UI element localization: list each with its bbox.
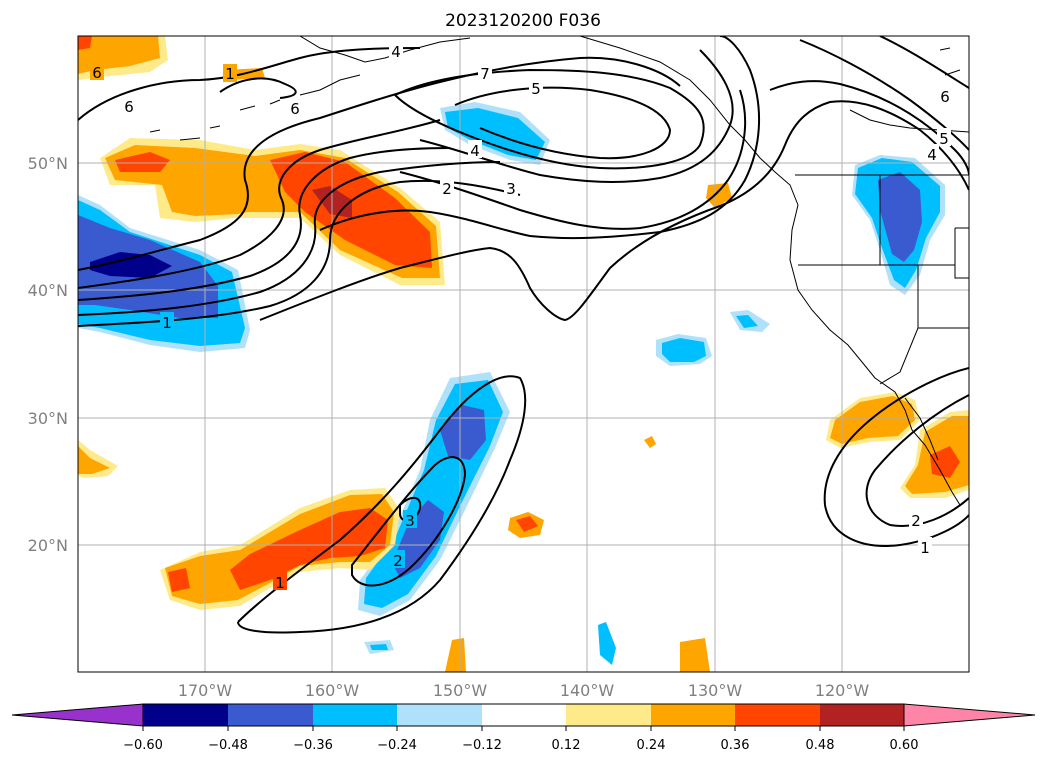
colorbar: −0.60 −0.48 −0.36 −0.24 −0.12 0.12 0.24 … <box>11 703 1036 753</box>
colorbar-segment <box>482 704 567 726</box>
lat-label: 20°N <box>28 536 68 555</box>
colorbar-segment <box>313 704 398 726</box>
colorbar-segment <box>651 704 736 726</box>
colorbar-segment <box>228 704 313 726</box>
contour-label: 4 <box>470 142 480 160</box>
longitude-labels: 170°W 160°W 150°W 140°W 130°W 120°W <box>178 681 870 700</box>
contour-labels: 6 1 6 4 6 7 5 4 2 3 1 3 2 1 <box>90 42 952 592</box>
lon-label: 150°W <box>433 681 488 700</box>
colorbar-segment <box>566 704 651 726</box>
colorbar-tick: −0.48 <box>208 738 248 753</box>
contour-label: 4 <box>927 146 937 164</box>
lon-label: 160°W <box>305 681 360 700</box>
colorbar-tick: −0.12 <box>462 738 502 753</box>
colorbar-segment <box>143 704 228 726</box>
lon-label: 120°W <box>815 681 870 700</box>
contour-label: 4 <box>391 43 401 61</box>
contour-label: 1 <box>275 574 285 592</box>
colorbar-extend-low <box>11 703 144 727</box>
lon-label: 170°W <box>178 681 233 700</box>
colorbar-segment <box>820 704 905 726</box>
latitude-labels: 50°N 40°N 30°N 20°N <box>28 154 68 555</box>
contour-label: 6 <box>92 64 102 82</box>
lat-label: 50°N <box>28 154 68 173</box>
map-title: 2023120200 F036 <box>445 11 601 31</box>
colorbar-tick: 0.48 <box>806 738 835 753</box>
map-area: 6 1 6 4 6 7 5 4 2 3 1 3 2 1 <box>78 36 969 672</box>
contour-label: 2 <box>442 180 452 198</box>
colorbar-extend-high <box>903 703 1036 727</box>
colorbar-tick: −0.60 <box>123 738 163 753</box>
contour-label: 3 <box>405 512 415 530</box>
contour-label: 6 <box>940 88 950 106</box>
contour-label: 2 <box>393 552 403 570</box>
shaded-anomalies <box>78 36 969 672</box>
lon-label: 130°W <box>688 681 743 700</box>
colorbar-segment <box>397 704 482 726</box>
colorbar-tick: −0.24 <box>377 738 417 753</box>
contour-label: 5 <box>939 130 949 148</box>
contour-label: 2 <box>911 512 921 530</box>
lat-label: 30°N <box>28 409 68 428</box>
contour-label: 1 <box>225 65 235 83</box>
coastlines <box>149 36 969 506</box>
contour-label: 6 <box>290 100 300 118</box>
colorbar-tick: 0.12 <box>552 738 581 753</box>
contour-label: 5 <box>531 80 541 98</box>
contour-label: 1 <box>162 314 172 332</box>
colorbar-tick: 0.24 <box>637 738 666 753</box>
colorbar-tick: 0.36 <box>721 738 750 753</box>
contour-label: 6 <box>124 98 134 116</box>
lon-label: 140°W <box>560 681 615 700</box>
contour-label: 1 <box>920 539 930 557</box>
colorbar-segment <box>735 704 820 726</box>
colorbar-outline <box>142 703 905 727</box>
colorbar-tick: 0.60 <box>890 738 919 753</box>
map-frame <box>77 35 970 673</box>
contour-label: 7 <box>480 65 490 83</box>
lat-label: 40°N <box>28 281 68 300</box>
contour-label: 3 <box>506 180 516 198</box>
colorbar-tick: −0.36 <box>293 738 333 753</box>
